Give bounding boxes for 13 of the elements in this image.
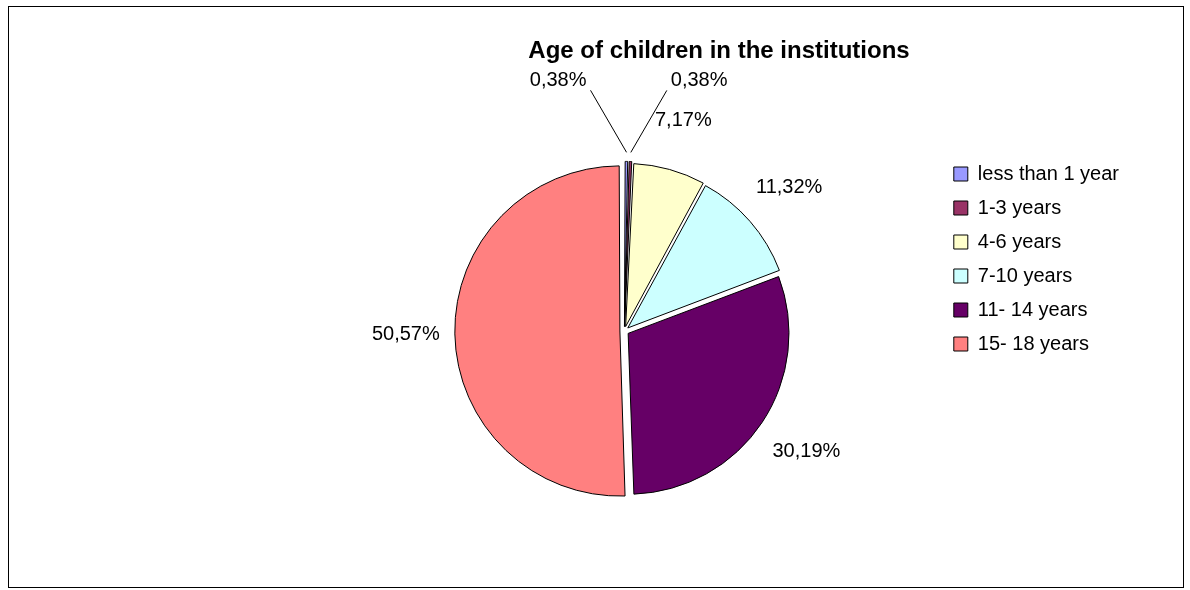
data-label: 11,32% (756, 174, 823, 197)
data-label: 0,38% (670, 67, 728, 90)
legend-label: 11- 14 years (977, 297, 1088, 320)
data-label: 30,19% (772, 439, 841, 462)
legend-label: 7-10 years (977, 263, 1073, 286)
data-label: 7,17% (654, 107, 712, 130)
legend-label: less than 1 year (977, 161, 1120, 184)
legend-label: 15- 18 years (977, 331, 1089, 354)
data-label: 0,38% (529, 67, 587, 90)
chart-title: Age of children in the institutions (528, 36, 910, 64)
legend-label: 4-6 years (977, 229, 1062, 252)
data-label: 50,57% (371, 322, 440, 345)
legend-label: 1-3 years (977, 195, 1062, 218)
